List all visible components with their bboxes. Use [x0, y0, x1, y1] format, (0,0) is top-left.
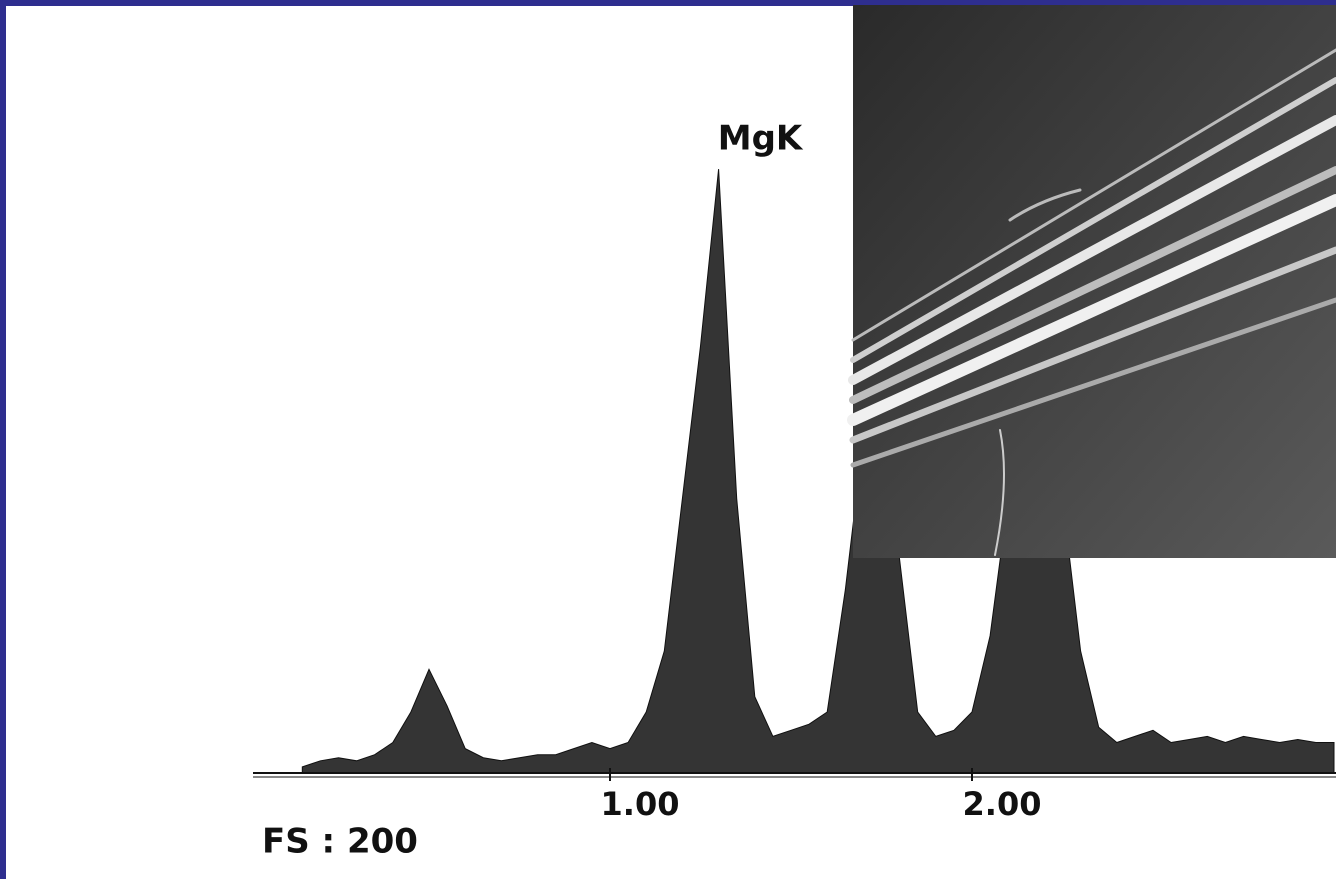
sem-inset: [853, 5, 1336, 558]
x-tick-label: 1.00: [601, 785, 680, 823]
x-tick-label: 2.00: [963, 785, 1042, 823]
full-scale-label: FS : 200: [262, 822, 418, 862]
page: MgK FS : 200 1.00 2.00: [0, 0, 1336, 879]
peak-label: MgK: [718, 119, 804, 159]
